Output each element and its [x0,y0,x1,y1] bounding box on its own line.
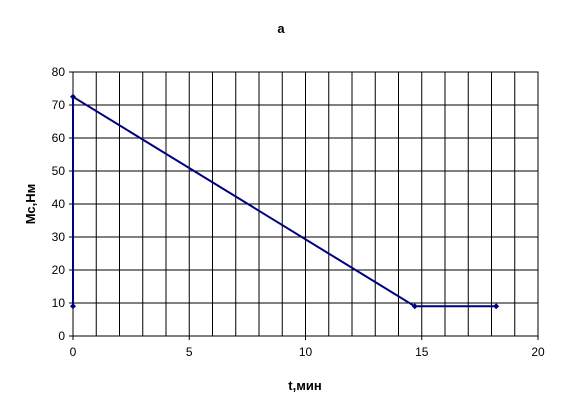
x-tick-label: 5 [186,345,193,359]
y-tick-label: 70 [52,98,66,112]
data-point [493,303,500,310]
y-tick-label: 50 [52,164,66,178]
y-tick-label: 80 [52,65,66,79]
grid [73,72,538,336]
y-tick-label: 10 [52,296,66,310]
data-point [70,303,76,310]
axis-ticks: 0 10 20 30 40 50 60 70 80 0 5 10 15 20 [52,65,545,359]
x-tick-label: 20 [531,345,545,359]
data-point [70,93,76,100]
series-line [72,95,497,308]
y-tick-label: 20 [52,263,66,277]
y-tick-label: 40 [52,197,66,211]
y-tick-label: 0 [58,329,65,343]
y-axis-title: Мс,Нм [23,184,38,225]
chart-title: а [277,21,285,36]
x-tick-label: 0 [70,345,77,359]
y-tick-label: 30 [52,230,66,244]
x-tick-label: 15 [415,345,429,359]
x-tick-label: 10 [299,345,313,359]
x-axis-title: t,мин [288,378,321,393]
data-point [411,303,418,310]
series-layer [70,93,500,310]
y-tick-label: 60 [52,131,66,145]
